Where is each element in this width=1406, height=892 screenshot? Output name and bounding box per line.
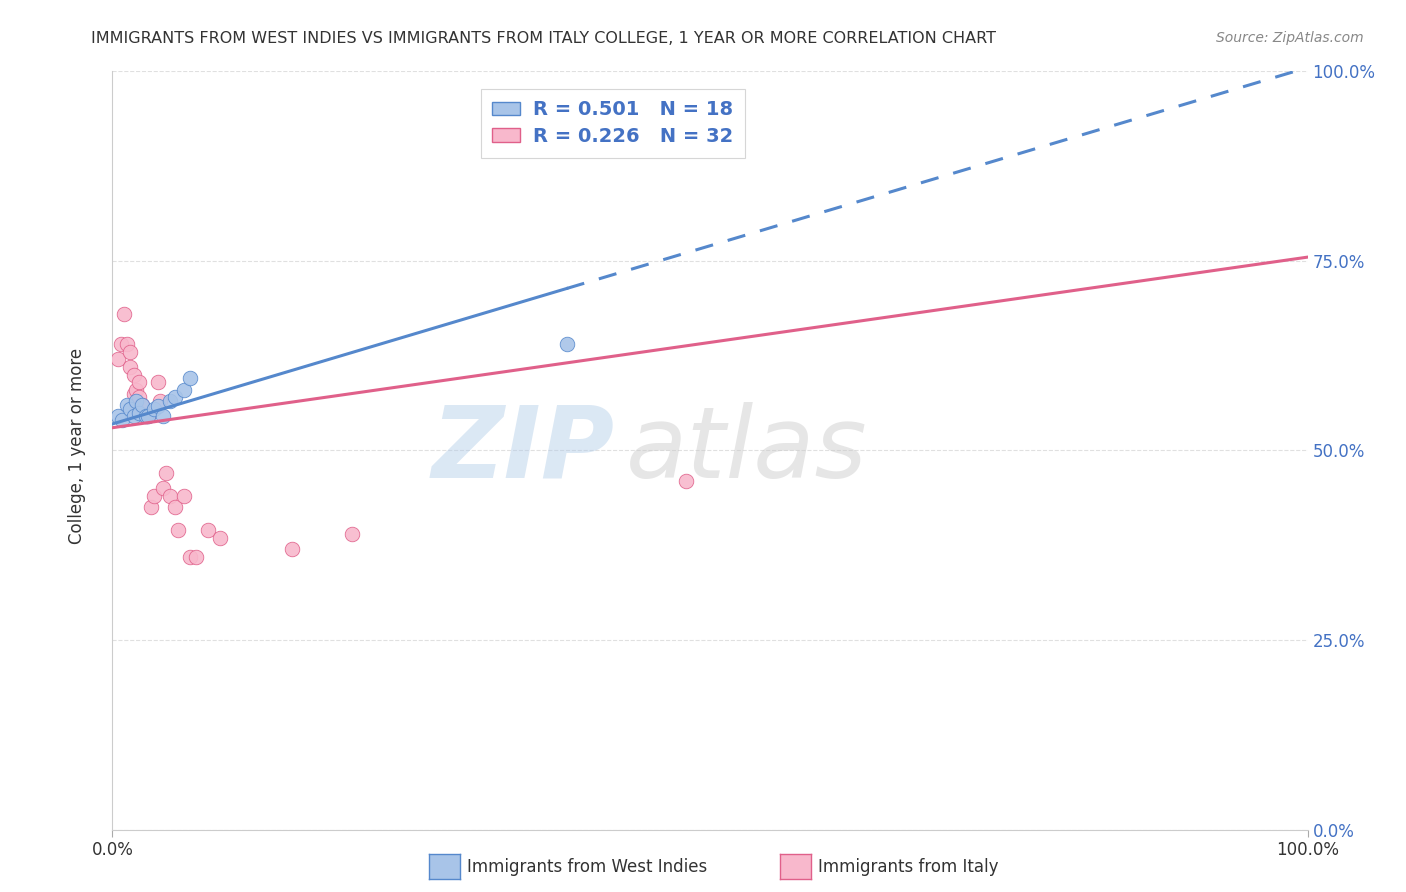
Point bbox=[139, 500, 162, 515]
Point bbox=[122, 386, 145, 401]
Point bbox=[155, 467, 177, 481]
Point bbox=[173, 383, 195, 397]
Point bbox=[340, 526, 363, 541]
Point bbox=[111, 413, 134, 427]
Point bbox=[138, 409, 160, 424]
Point bbox=[146, 400, 169, 414]
Text: IMMIGRANTS FROM WEST INDIES VS IMMIGRANTS FROM ITALY COLLEGE, 1 YEAR OR MORE COR: IMMIGRANTS FROM WEST INDIES VS IMMIGRANT… bbox=[91, 31, 997, 46]
Point bbox=[179, 549, 201, 564]
Point bbox=[115, 337, 138, 351]
Point bbox=[209, 531, 232, 545]
Point bbox=[122, 409, 145, 424]
Point bbox=[152, 409, 174, 424]
Point bbox=[138, 409, 160, 424]
Point bbox=[173, 489, 195, 503]
Point bbox=[120, 401, 142, 416]
Point bbox=[179, 371, 201, 385]
Point bbox=[186, 549, 208, 564]
Point bbox=[135, 409, 157, 424]
Point bbox=[675, 474, 697, 488]
Point bbox=[143, 489, 166, 503]
Point bbox=[125, 383, 148, 397]
Text: ZIP: ZIP bbox=[432, 402, 614, 499]
Point bbox=[128, 376, 150, 390]
Point bbox=[125, 394, 148, 409]
Point bbox=[107, 352, 129, 367]
Point bbox=[110, 337, 132, 351]
Point bbox=[131, 398, 153, 412]
Point bbox=[197, 523, 219, 537]
Text: College, 1 year or more: College, 1 year or more bbox=[69, 348, 86, 544]
Point bbox=[115, 398, 138, 412]
Text: atlas: atlas bbox=[627, 402, 868, 499]
Text: Immigrants from West Indies: Immigrants from West Indies bbox=[467, 858, 707, 876]
Text: Immigrants from Italy: Immigrants from Italy bbox=[818, 858, 998, 876]
Point bbox=[128, 405, 150, 420]
Point bbox=[281, 542, 304, 557]
Point bbox=[167, 523, 190, 537]
Point bbox=[149, 394, 172, 409]
Point bbox=[135, 409, 157, 424]
Point bbox=[107, 409, 129, 424]
Point bbox=[122, 368, 145, 382]
Point bbox=[125, 398, 148, 412]
Point bbox=[163, 500, 186, 515]
Point bbox=[146, 376, 169, 390]
Text: Source: ZipAtlas.com: Source: ZipAtlas.com bbox=[1216, 31, 1364, 45]
Point bbox=[143, 401, 166, 416]
Point bbox=[159, 489, 181, 503]
Point bbox=[159, 394, 181, 409]
Point bbox=[163, 391, 186, 405]
Point bbox=[131, 398, 153, 412]
Point bbox=[128, 391, 150, 405]
Point bbox=[152, 482, 174, 496]
Point bbox=[555, 337, 578, 351]
Point bbox=[120, 344, 142, 359]
Point bbox=[120, 359, 142, 375]
Point bbox=[114, 307, 135, 321]
Legend: R = 0.501   N = 18, R = 0.226   N = 32: R = 0.501 N = 18, R = 0.226 N = 32 bbox=[481, 88, 745, 158]
